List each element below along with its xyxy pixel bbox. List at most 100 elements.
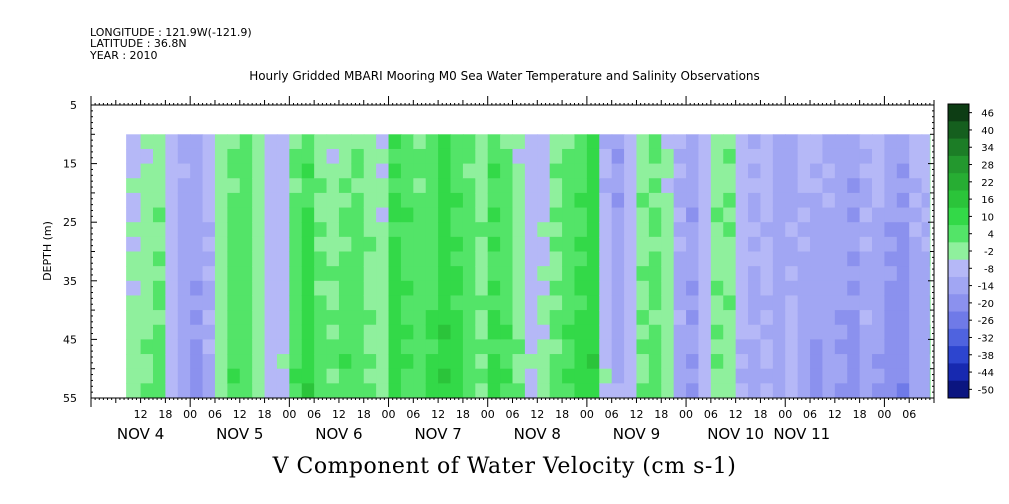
heatmap-cell <box>438 207 452 223</box>
heatmap-cell <box>785 148 799 165</box>
heatmap-cell <box>562 192 576 209</box>
heatmap-cell <box>586 295 600 311</box>
heatmap-cell <box>810 236 824 253</box>
heatmap-cell <box>214 236 228 253</box>
heatmap-cell <box>710 354 724 370</box>
heatmap-cell <box>537 339 551 355</box>
heatmap-cell <box>834 251 848 267</box>
y-tick-label: 35 <box>63 275 77 288</box>
heatmap-cell <box>562 324 576 340</box>
heatmap-cell <box>723 163 737 179</box>
heatmap-cell <box>574 192 588 209</box>
heatmap-cell <box>239 266 253 282</box>
heatmap-cell <box>227 324 241 340</box>
heatmap-cell <box>376 324 390 340</box>
heatmap-cell <box>326 163 340 179</box>
heatmap-cell <box>214 222 228 238</box>
heatmap-cell <box>165 354 179 370</box>
heatmap-cell <box>388 383 402 398</box>
heatmap-cell <box>152 354 166 370</box>
heatmap-cell <box>264 236 278 253</box>
heatmap-cell <box>636 236 650 253</box>
heatmap-cell <box>896 310 910 326</box>
heatmap-cell <box>636 368 650 384</box>
heatmap-cell <box>487 368 501 384</box>
heatmap-cell <box>624 207 638 223</box>
heatmap-cell <box>227 178 241 194</box>
heatmap-cell <box>847 354 861 370</box>
heatmap-cell <box>140 236 154 253</box>
heatmap-cell <box>326 266 340 282</box>
heatmap-cell <box>723 310 737 326</box>
heatmap-cell <box>748 236 762 253</box>
heatmap-cell <box>152 236 166 253</box>
heatmap-cell <box>214 383 228 398</box>
heatmap-cell <box>574 251 588 267</box>
heatmap-cell <box>214 368 228 384</box>
heatmap-cell <box>748 192 762 209</box>
heatmap-cell <box>512 368 526 384</box>
heatmap-cell <box>165 134 179 150</box>
x-day-label: NOV 8 <box>514 425 561 443</box>
heatmap-cell <box>624 295 638 311</box>
heatmap-cell <box>326 295 340 311</box>
heatmap-cell <box>239 310 253 326</box>
heatmap-cell <box>177 178 191 194</box>
heatmap-cell <box>872 266 886 282</box>
heatmap-cell <box>351 280 365 297</box>
heatmap-cell <box>822 236 836 253</box>
heatmap-cell <box>834 310 848 326</box>
heatmap-cell <box>214 339 228 355</box>
heatmap-cell <box>487 148 501 165</box>
heatmap-cell <box>425 324 439 340</box>
heatmap-cell <box>500 251 514 267</box>
heatmap-cell <box>648 163 662 179</box>
heatmap-cell <box>884 295 898 311</box>
heatmap-cell <box>190 222 204 238</box>
heatmap-cell <box>921 339 931 355</box>
heatmap-cell <box>859 192 873 209</box>
heatmap-cell <box>289 354 303 370</box>
heatmap-cell <box>475 354 489 370</box>
heatmap-cell <box>847 324 861 340</box>
heatmap-cell <box>363 368 377 384</box>
heatmap-cell <box>512 383 526 398</box>
heatmap-cell <box>165 236 179 253</box>
heatmap-cell <box>500 192 514 209</box>
x-day-label: NOV 7 <box>414 425 461 443</box>
heatmap-cell <box>673 383 687 398</box>
heatmap-cell <box>276 207 290 223</box>
heatmap-cell <box>500 324 514 340</box>
heatmap-cell <box>289 295 303 311</box>
heatmap-cell <box>929 339 931 355</box>
heatmap-cell <box>698 251 712 267</box>
heatmap-cell <box>748 280 762 297</box>
heatmap-cell <box>929 383 931 398</box>
heatmap-cell <box>152 310 166 326</box>
heatmap-cell <box>884 383 898 398</box>
heatmap-cell <box>388 178 402 194</box>
heatmap-cell <box>748 324 762 340</box>
heatmap-cell <box>921 280 931 297</box>
heatmap-cell <box>252 207 266 223</box>
heatmap-cell <box>896 148 910 165</box>
y-tick-label: 55 <box>63 392 77 405</box>
heatmap-cell <box>500 134 514 150</box>
heatmap-cell <box>562 368 576 384</box>
heatmap-cell <box>698 163 712 179</box>
x-hour-label: 00 <box>481 408 495 421</box>
heatmap-cell <box>338 236 352 253</box>
heatmap-cell <box>152 383 166 398</box>
heatmap-cell <box>574 339 588 355</box>
heatmap-cell <box>847 310 861 326</box>
heatmap-cell <box>686 280 700 297</box>
heatmap-cell <box>326 251 340 267</box>
heatmap-cell <box>723 148 737 165</box>
heatmap-cell <box>549 134 563 150</box>
heatmap-cell <box>363 236 377 253</box>
heatmap-cell <box>363 207 377 223</box>
heatmap-cell <box>710 266 724 282</box>
heatmap-cell <box>537 354 551 370</box>
heatmap-cell <box>624 324 638 340</box>
heatmap-cell <box>475 339 489 355</box>
